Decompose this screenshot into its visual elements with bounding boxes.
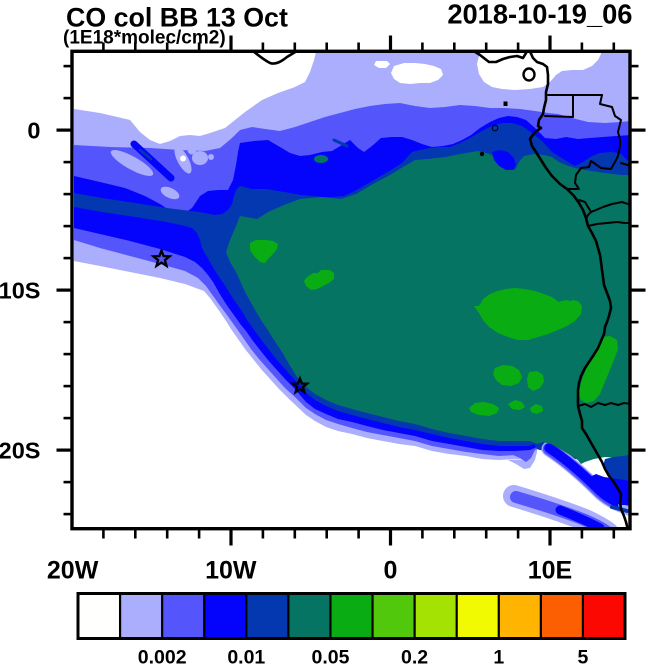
svg-text:0.01: 0.01 [227, 647, 265, 667]
svg-text:0: 0 [384, 557, 398, 585]
svg-text:0.2: 0.2 [401, 647, 428, 667]
svg-text:CO col BB 13 Oct: CO col BB 13 Oct [66, 3, 288, 33]
svg-text:(1E18*molec/cm2): (1E18*molec/cm2) [63, 28, 226, 49]
svg-text:10E: 10E [528, 557, 572, 585]
svg-text:20S: 20S [0, 437, 41, 463]
svg-text:1: 1 [493, 647, 504, 667]
svg-text:5: 5 [577, 647, 588, 667]
svg-text:20W: 20W [47, 557, 99, 585]
svg-text:10W: 10W [205, 557, 257, 585]
svg-text:0.05: 0.05 [312, 647, 350, 667]
svg-text:0: 0 [27, 117, 40, 143]
svg-text:2018-10-19_06: 2018-10-19_06 [447, 0, 632, 29]
svg-text:0.002: 0.002 [138, 647, 187, 667]
svg-text:10S: 10S [0, 277, 41, 303]
